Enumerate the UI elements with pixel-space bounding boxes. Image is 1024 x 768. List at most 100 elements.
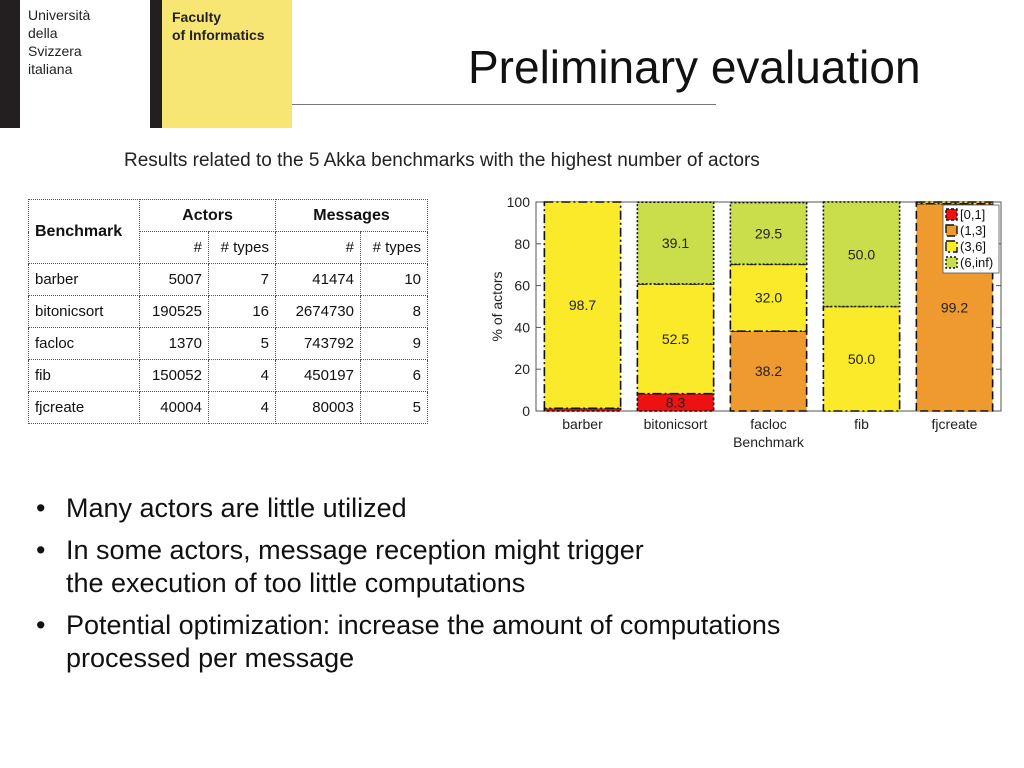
- cell-actor-types: 4: [208, 391, 276, 424]
- table-row: fib 150052 4 450197 6: [28, 359, 428, 392]
- faculty-line: Faculty: [172, 9, 222, 25]
- cell-benchmark: fjcreate: [28, 391, 140, 424]
- x-tick-label: barber: [562, 416, 603, 432]
- y-tick-label: 0: [522, 403, 530, 419]
- faculty-logo-text: Faculty of Informatics: [172, 8, 265, 44]
- table-row: barber 5007 7 41474 10: [28, 263, 428, 296]
- legend-entry: (3,6]: [960, 239, 986, 254]
- university-line: italiana: [28, 61, 73, 77]
- bar-data-label: 8.3: [666, 394, 686, 410]
- table-row: bitonicsort 190525 16 2674730 8: [28, 295, 428, 328]
- cell-messages: 450197: [275, 359, 361, 392]
- bar-segment: [636, 201, 715, 285]
- bar-segment: [543, 201, 622, 410]
- cell-actor-types: 7: [208, 263, 276, 296]
- y-tick-label: 80: [514, 236, 530, 252]
- x-tick-label: fjcreate: [932, 416, 978, 432]
- cell-messages: 80003: [275, 391, 361, 424]
- legend-entry: [0,1]: [960, 207, 985, 222]
- bar-segment: [915, 201, 994, 205]
- subheader-message-count: #: [275, 231, 361, 264]
- bar-data-label: 32.0: [755, 290, 782, 306]
- x-tick-label: facloc: [750, 416, 787, 432]
- cell-message-types: 8: [360, 295, 428, 328]
- bar-segment: [729, 330, 808, 412]
- header-benchmark: Benchmark: [28, 199, 140, 264]
- bullet-item: Potential optimization: increase the amo…: [36, 609, 996, 675]
- bullet-line: In some actors, message reception might …: [66, 535, 644, 565]
- x-axis-label: Benchmark: [733, 434, 805, 450]
- y-tick-label: 40: [514, 319, 530, 335]
- bullet-line: Potential optimization: increase the amo…: [66, 610, 781, 640]
- cell-actor-types: 16: [208, 295, 276, 328]
- legend-swatch: [945, 224, 958, 237]
- legend-swatch: [945, 256, 958, 269]
- y-axis-label: % of actors: [489, 271, 505, 341]
- bullet-line: Many actors are little utilized: [66, 493, 407, 523]
- table-header-row: Benchmark Actors Messages: [28, 199, 428, 264]
- cell-messages: 41474: [275, 263, 361, 296]
- bullet-item: In some actors, message reception might …: [36, 534, 996, 600]
- actor-distribution-chart: 0 20 40 60 80 100 98.7 barber 8.3 52.5 39.1 bitonic…: [489, 194, 1002, 450]
- bar-segment: [636, 283, 715, 395]
- y-tick-label: 60: [514, 278, 530, 294]
- subheader-actor-count: #: [139, 231, 209, 264]
- cell-actors: 1370: [139, 327, 209, 360]
- university-line: della: [28, 25, 58, 41]
- table-row: fjcreate 40004 4 80003 5: [28, 391, 428, 424]
- cell-actors: 150052: [139, 359, 209, 392]
- bullet-line: processed per message: [66, 643, 355, 673]
- bar-data-label: 50.0: [848, 351, 875, 367]
- bar-segment: [822, 305, 901, 412]
- bar-data-label: 39.1: [662, 235, 689, 251]
- cell-message-types: 10: [360, 263, 428, 296]
- slide-title: Preliminary evaluation: [468, 41, 921, 93]
- bar-data-label: 38.2: [755, 363, 782, 379]
- bullet-list: Many actors are little utilized In some …: [36, 492, 996, 684]
- slide-subtitle: Results related to the 5 Akka benchmarks…: [124, 150, 760, 171]
- bar-segment: [636, 392, 715, 412]
- logo-bar-left: [0, 0, 20, 128]
- logo-bar-middle: [150, 0, 162, 128]
- bar-segment: [822, 201, 901, 308]
- subheader-message-types: # types: [360, 231, 428, 264]
- cell-message-types: 9: [360, 327, 428, 360]
- title-divider: [292, 104, 716, 105]
- bar-segment: [543, 407, 622, 412]
- benchmark-table: Benchmark Actors Messages # # types # # …: [28, 199, 428, 424]
- legend-entry: (6,inf): [960, 255, 993, 270]
- bar-data-label: 98.7: [569, 297, 596, 313]
- cell-benchmark: bitonicsort: [28, 295, 140, 328]
- cell-benchmark: barber: [28, 263, 140, 296]
- x-tick-label: bitonicsort: [644, 416, 708, 432]
- cell-message-types: 5: [360, 391, 428, 424]
- bullet-item: Many actors are little utilized: [36, 492, 996, 525]
- table-row: facloc 1370 5 743792 9: [28, 327, 428, 360]
- faculty-line: of Informatics: [172, 27, 265, 43]
- cell-actor-types: 4: [208, 359, 276, 392]
- legend-entry: (1,3]: [960, 223, 986, 238]
- subheader-actor-types: # types: [208, 231, 276, 264]
- x-tick-label: fib: [854, 416, 869, 432]
- bar-segment: [729, 201, 808, 266]
- cell-actors: 190525: [139, 295, 209, 328]
- cell-actors: 40004: [139, 391, 209, 424]
- cell-actors: 5007: [139, 263, 209, 296]
- cell-messages: 2674730: [275, 295, 361, 328]
- legend-swatch: [945, 208, 958, 221]
- cell-messages: 743792: [275, 327, 361, 360]
- bar-data-label: 99.2: [941, 299, 968, 315]
- cell-message-types: 6: [360, 359, 428, 392]
- university-line: Svizzera: [28, 43, 82, 59]
- table-subheader-row: # # types # # types: [29, 231, 428, 264]
- y-tick-label: 20: [514, 361, 530, 377]
- bar-data-label: 52.5: [662, 331, 689, 347]
- bar-data-label: 29.5: [755, 225, 782, 241]
- faculty-logo-panel: [162, 0, 292, 128]
- university-logo-text: Università della Svizzera italiana: [28, 6, 90, 78]
- bullet-line: the execution of too little computations: [66, 568, 526, 598]
- bar-data-label: 50.0: [848, 246, 875, 262]
- cell-benchmark: facloc: [28, 327, 140, 360]
- y-tick-label: 100: [507, 194, 531, 210]
- cell-benchmark: fib: [28, 359, 140, 392]
